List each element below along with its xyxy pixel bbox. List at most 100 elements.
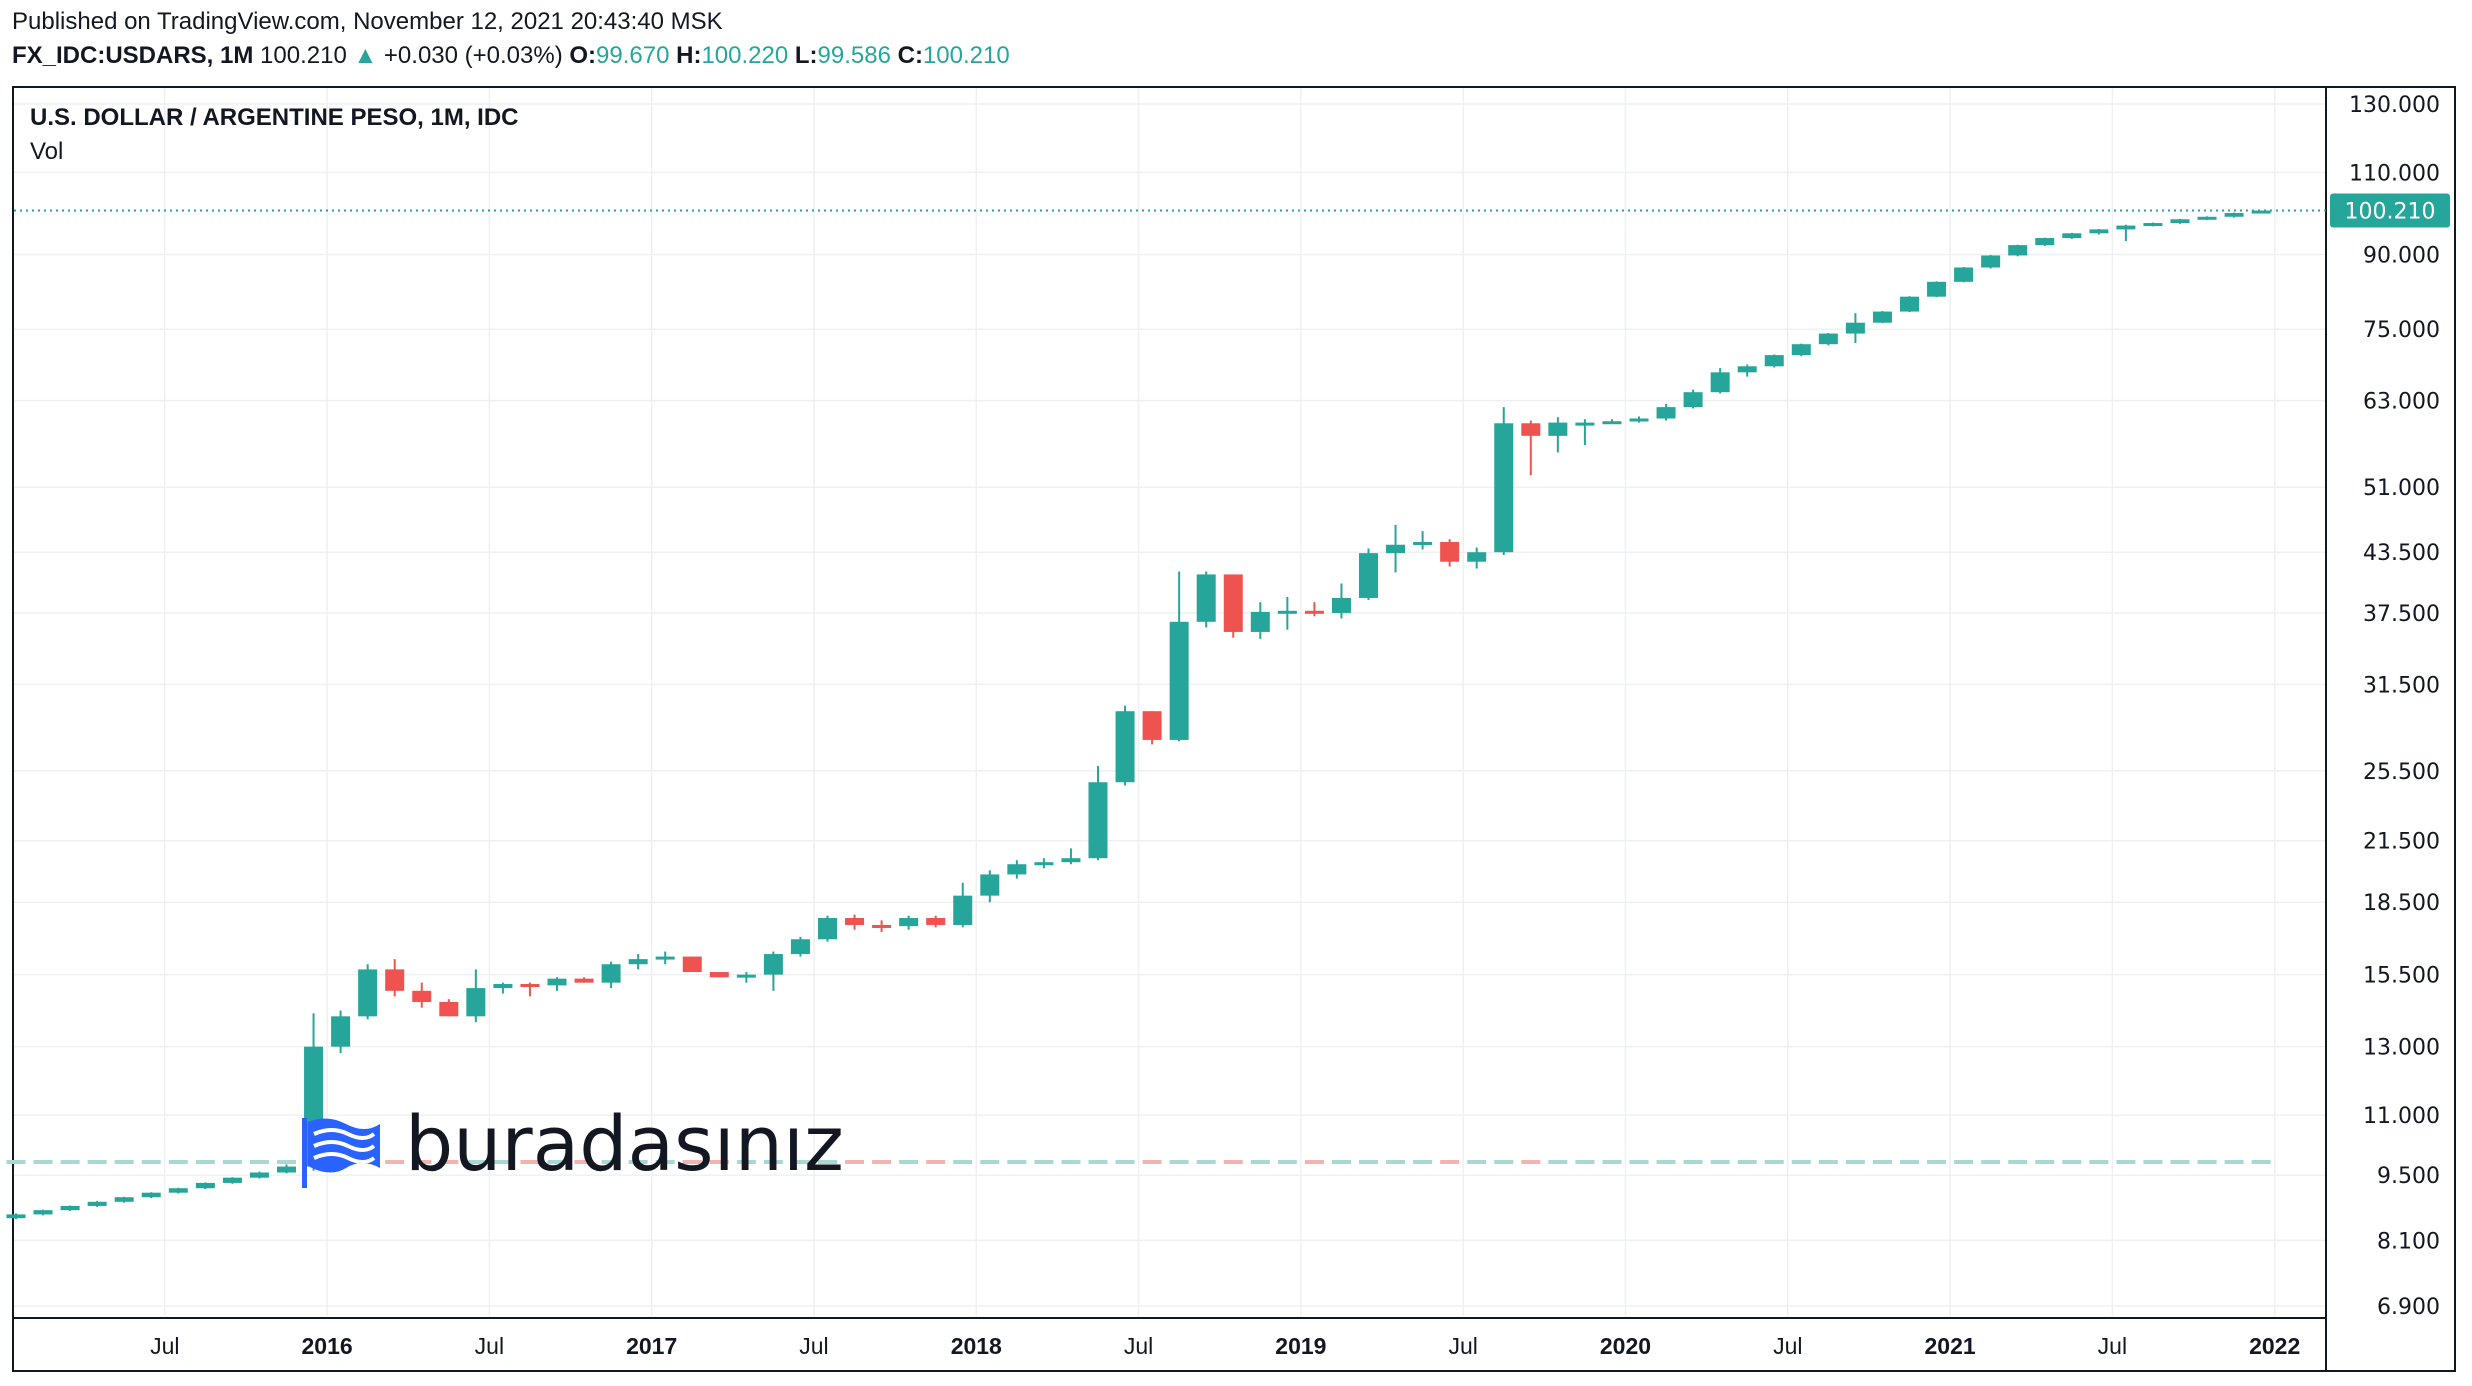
volume-bar: [1088, 1160, 1108, 1164]
candle-body: [1629, 418, 1649, 422]
candle-body: [655, 956, 675, 960]
y-tick-label: 6.900: [2377, 1295, 2440, 1320]
volume-bar: [547, 1160, 567, 1164]
candle: [141, 1192, 161, 1199]
candle: [1142, 711, 1162, 745]
candle-body: [926, 918, 946, 925]
volume-bar: [439, 1160, 459, 1164]
candle-body: [601, 964, 621, 983]
volume-bar: [1710, 1160, 1730, 1164]
open-value: 99.670: [596, 42, 670, 69]
y-tick-label: 130.000: [2349, 93, 2440, 118]
candle-body: [953, 895, 973, 925]
candle: [2062, 232, 2082, 239]
candle-body: [1872, 311, 1892, 323]
volume-bar: [1737, 1160, 1757, 1164]
y-tick-label: 110.000: [2349, 161, 2440, 186]
volume-bar: [33, 1160, 53, 1164]
candle: [655, 951, 675, 965]
candle: [331, 1010, 351, 1054]
x-tick-label: Jul: [799, 1333, 828, 1359]
volume-bar: [872, 1160, 892, 1164]
candle: [1791, 343, 1811, 357]
volume-bar: [2224, 1160, 2244, 1164]
axis-lines: [14, 88, 2327, 1370]
volume-bar: [1142, 1160, 1162, 1164]
last-price-marker: 100.210: [14, 193, 2450, 228]
volume-bar: [1223, 1160, 1243, 1164]
candle-body: [763, 954, 783, 975]
volume-bar: [2062, 1160, 2082, 1164]
volume-bar: [2035, 1160, 2055, 1164]
volume-bar: [2170, 1160, 2190, 1164]
volume-bar: [114, 1160, 134, 1164]
volume-bar: [1034, 1160, 1054, 1164]
volume-bar: [277, 1160, 296, 1164]
last-price: 100.210: [260, 42, 347, 69]
volume-bar: [1575, 1160, 1595, 1164]
candle: [1440, 539, 1460, 567]
volume-bar: [60, 1160, 80, 1164]
candle-body: [1900, 296, 1919, 312]
low-value: 99.586: [817, 42, 891, 69]
volume-bar: [1115, 1160, 1135, 1164]
candle: [1169, 571, 1189, 742]
candle-body: [790, 939, 810, 955]
candle-body: [1791, 344, 1811, 356]
candle-body: [412, 990, 432, 1002]
candle-body: [358, 969, 378, 1017]
watermark: buradasınız: [302, 1099, 844, 1188]
y-axis-labels: 6.900 8.100 9.500 11.000 13.000 15.500 18.500 2…: [2349, 93, 2440, 1320]
candle-body: [466, 988, 486, 1017]
high-value: 100.220: [701, 42, 789, 69]
x-tick-label: 2022: [2249, 1333, 2300, 1359]
candle: [493, 982, 513, 994]
volume-bar: [195, 1160, 215, 1164]
candle-body: [547, 978, 567, 986]
candle-body: [60, 1205, 80, 1211]
volume-bar: [980, 1160, 1000, 1164]
volume-bar: [1277, 1160, 1297, 1164]
volume-bar: [2251, 1160, 2271, 1164]
candle: [1223, 574, 1243, 638]
volume-bar: [682, 1160, 702, 1164]
volume-bar: [412, 1160, 432, 1164]
candle-body: [6, 1214, 26, 1219]
volume-bar: [2197, 1160, 2217, 1164]
candle-body: [1440, 541, 1460, 562]
x-tick-label: 2017: [626, 1333, 677, 1359]
candle-body: [709, 972, 729, 978]
volume-bar: [1548, 1160, 1568, 1164]
candle: [6, 1213, 26, 1220]
volume-bar: [655, 1160, 675, 1164]
candle-body: [1304, 610, 1324, 614]
candle-body: [33, 1210, 53, 1215]
candle-body: [1196, 574, 1216, 622]
grid-lines: [14, 88, 2326, 1316]
watermark-text: buradasınız: [405, 1099, 844, 1188]
candle-body: [818, 918, 837, 940]
candle-body: [1034, 862, 1054, 866]
x-tick-label: Jul: [1448, 1333, 1477, 1359]
y-tick-label: 51.000: [2363, 476, 2440, 501]
volume-bar: [1629, 1160, 1649, 1164]
candle-body: [1386, 544, 1406, 554]
candle: [1088, 766, 1108, 861]
candle: [1900, 296, 1919, 313]
last-price-badge: [2330, 193, 2450, 228]
y-tick-label: 63.000: [2363, 390, 2440, 415]
candle: [1927, 281, 1947, 298]
volume-bar: [1791, 1160, 1811, 1164]
candle: [168, 1187, 188, 1194]
volume-bar: [1683, 1160, 1703, 1164]
price-change: +0.030 (+0.03%): [383, 42, 563, 69]
volume-bar: [493, 1160, 513, 1164]
up-triangle-icon: ▲: [353, 42, 378, 69]
last-price-label: 100.210: [2345, 200, 2436, 225]
y-tick-label: 43.500: [2363, 541, 2440, 566]
candle: [2251, 210, 2271, 214]
candle: [87, 1200, 107, 1207]
candle: [1494, 407, 1514, 556]
publish-info: Published on TradingView.com, November 1…: [12, 8, 723, 35]
